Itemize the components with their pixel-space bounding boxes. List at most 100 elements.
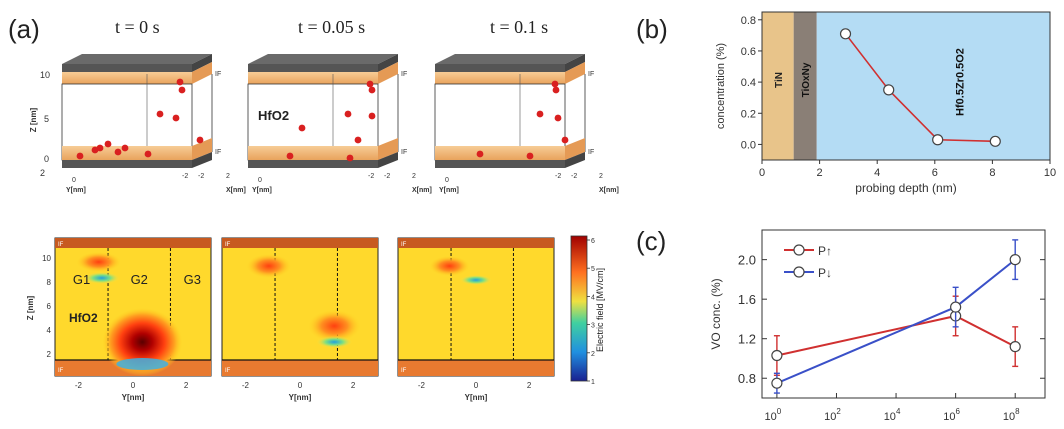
panel-label-c: (c) — [636, 226, 667, 256]
oxygen-vacancy-dot — [344, 110, 352, 118]
data-point — [950, 301, 962, 313]
z-tick-label: 6 — [47, 302, 52, 311]
legend-label: P↓ — [818, 266, 832, 280]
region-label: TiN — [774, 72, 785, 88]
y-tick-label: -2 — [418, 381, 426, 390]
x-tick-label: 4 — [874, 167, 880, 179]
oxygen-vacancy-dot — [368, 86, 376, 94]
oxygen-vacancy-dot — [346, 154, 354, 162]
x-tick-label: -2 — [368, 173, 374, 180]
y-tick-label: 0.8 — [741, 15, 756, 27]
top-interface-layer — [62, 72, 192, 84]
interface-label: IF — [58, 368, 64, 374]
y-tick-label: 2 — [184, 381, 189, 390]
field-low-region — [83, 272, 120, 284]
oxygen-vacancy-dot — [366, 80, 374, 88]
bottom-interface-edge — [192, 138, 212, 160]
oxygen-vacancy-dot — [76, 152, 84, 160]
top-interface-layer — [435, 72, 565, 84]
oxygen-vacancy-dot — [551, 80, 559, 88]
x-tick-label: 2 — [226, 173, 230, 180]
field-hotspot — [246, 254, 291, 278]
oxygen-vacancy-dot — [178, 86, 186, 94]
z-tick-label: 5 — [44, 114, 49, 124]
map-ylabel: Z [nm] — [26, 295, 35, 320]
colorbar-label: Electric field [MV/cm] — [595, 268, 605, 352]
y-tick-label: 2.0 — [738, 253, 756, 268]
oxygen-vacancy-dot — [354, 136, 362, 144]
y-tick-label: 0 — [72, 177, 76, 184]
top-electrode — [248, 54, 398, 64]
x-tick-label: -2 — [198, 173, 204, 180]
z-axis-label: Z [nm] — [29, 107, 38, 132]
oxygen-vacancy-dot — [476, 150, 484, 158]
y-tick-label: 0 — [258, 177, 262, 184]
oxygen-vacancy-dot — [114, 148, 122, 156]
oxygen-vacancy-dot — [368, 112, 376, 120]
oxygen-vacancy-dot — [91, 146, 99, 154]
box-tick-label: 2 — [40, 168, 45, 178]
panel-label-b: (b) — [636, 14, 668, 44]
bottom-interface-edge — [378, 138, 398, 160]
x-tick-label: -2 — [555, 173, 561, 180]
y-axis-label: VO conc. (%) — [709, 278, 723, 349]
plot-frame — [761, 11, 1051, 161]
y-tick-label: 0.6 — [741, 46, 756, 58]
x-axis-label: X[nm] — [226, 187, 246, 194]
legend-marker — [793, 244, 805, 256]
oxygen-vacancy-dot — [176, 78, 184, 86]
oxygen-vacancy-dot — [172, 114, 180, 122]
top-interface-strip — [222, 238, 378, 248]
data-point — [1009, 254, 1021, 266]
hfo2-label: HfO2 — [69, 311, 98, 325]
bottom-interface-strip — [222, 360, 378, 376]
oxygen-vacancy-dot — [554, 114, 562, 122]
interface-label: IF — [401, 242, 407, 248]
data-point — [771, 349, 783, 362]
top-electrode-side — [62, 64, 192, 72]
interface-label-top: IF — [215, 71, 221, 78]
top-electrode — [62, 54, 212, 64]
oxygen-vacancy-dot — [536, 110, 544, 118]
bottom-interface-layer — [435, 146, 565, 160]
top-electrode-edge — [565, 54, 585, 72]
bottom-interface-edge — [565, 138, 585, 160]
bottom-electrode-edge — [378, 152, 398, 168]
x-tick-label: 8 — [989, 167, 995, 179]
region-label: TiOxNy — [801, 62, 812, 97]
y-axis-label: concentration (%) — [715, 43, 727, 129]
x-tick-label: -2 — [384, 173, 390, 180]
colorbar-tick-label: 5 — [591, 266, 595, 273]
top-interface-strip — [398, 238, 554, 248]
x-tick-label: 100 — [765, 407, 782, 423]
x-tick-label: 102 — [824, 407, 841, 423]
legend-marker — [793, 266, 805, 278]
time-title-1: t = 0 s — [115, 17, 160, 37]
z-tick-label: 0 — [44, 154, 49, 164]
field-low-region — [316, 336, 353, 348]
electric-field-maps: IF IF -2 0 2 Y[nm] IF IF -2 0 2 Y[nm] IF IF -2 0 2 Y[nm] G… — [26, 235, 605, 402]
top-interface-strip — [55, 238, 211, 248]
field-hotspot — [102, 308, 183, 376]
data-point — [1009, 341, 1021, 353]
interface-label: IF — [401, 368, 407, 374]
oxygen-vacancy-dot — [286, 152, 294, 160]
field-map — [397, 237, 555, 377]
z-tick-label: 2 — [47, 350, 52, 359]
y-axis-label: Y[nm] — [439, 187, 459, 194]
oxygen-vacancy-dot — [156, 110, 164, 118]
bottom-electrode — [62, 160, 192, 168]
oxygen-vacancy-dot — [144, 150, 152, 158]
colorbar-tick-label: 6 — [591, 238, 595, 245]
y-axis-label: Y[nm] — [252, 187, 272, 194]
bottom-interface-strip — [398, 360, 554, 376]
map-xlabel: Y[nm] — [289, 393, 312, 402]
x-tick-label: 104 — [884, 407, 901, 423]
data-point — [932, 134, 944, 146]
top-interface-layer — [248, 72, 378, 84]
top-interface-edge — [192, 62, 212, 84]
depth-region — [793, 12, 817, 160]
interface-label-top: IF — [401, 71, 407, 78]
bottom-electrode-edge — [192, 152, 212, 168]
bottom-interface-layer — [248, 146, 378, 160]
